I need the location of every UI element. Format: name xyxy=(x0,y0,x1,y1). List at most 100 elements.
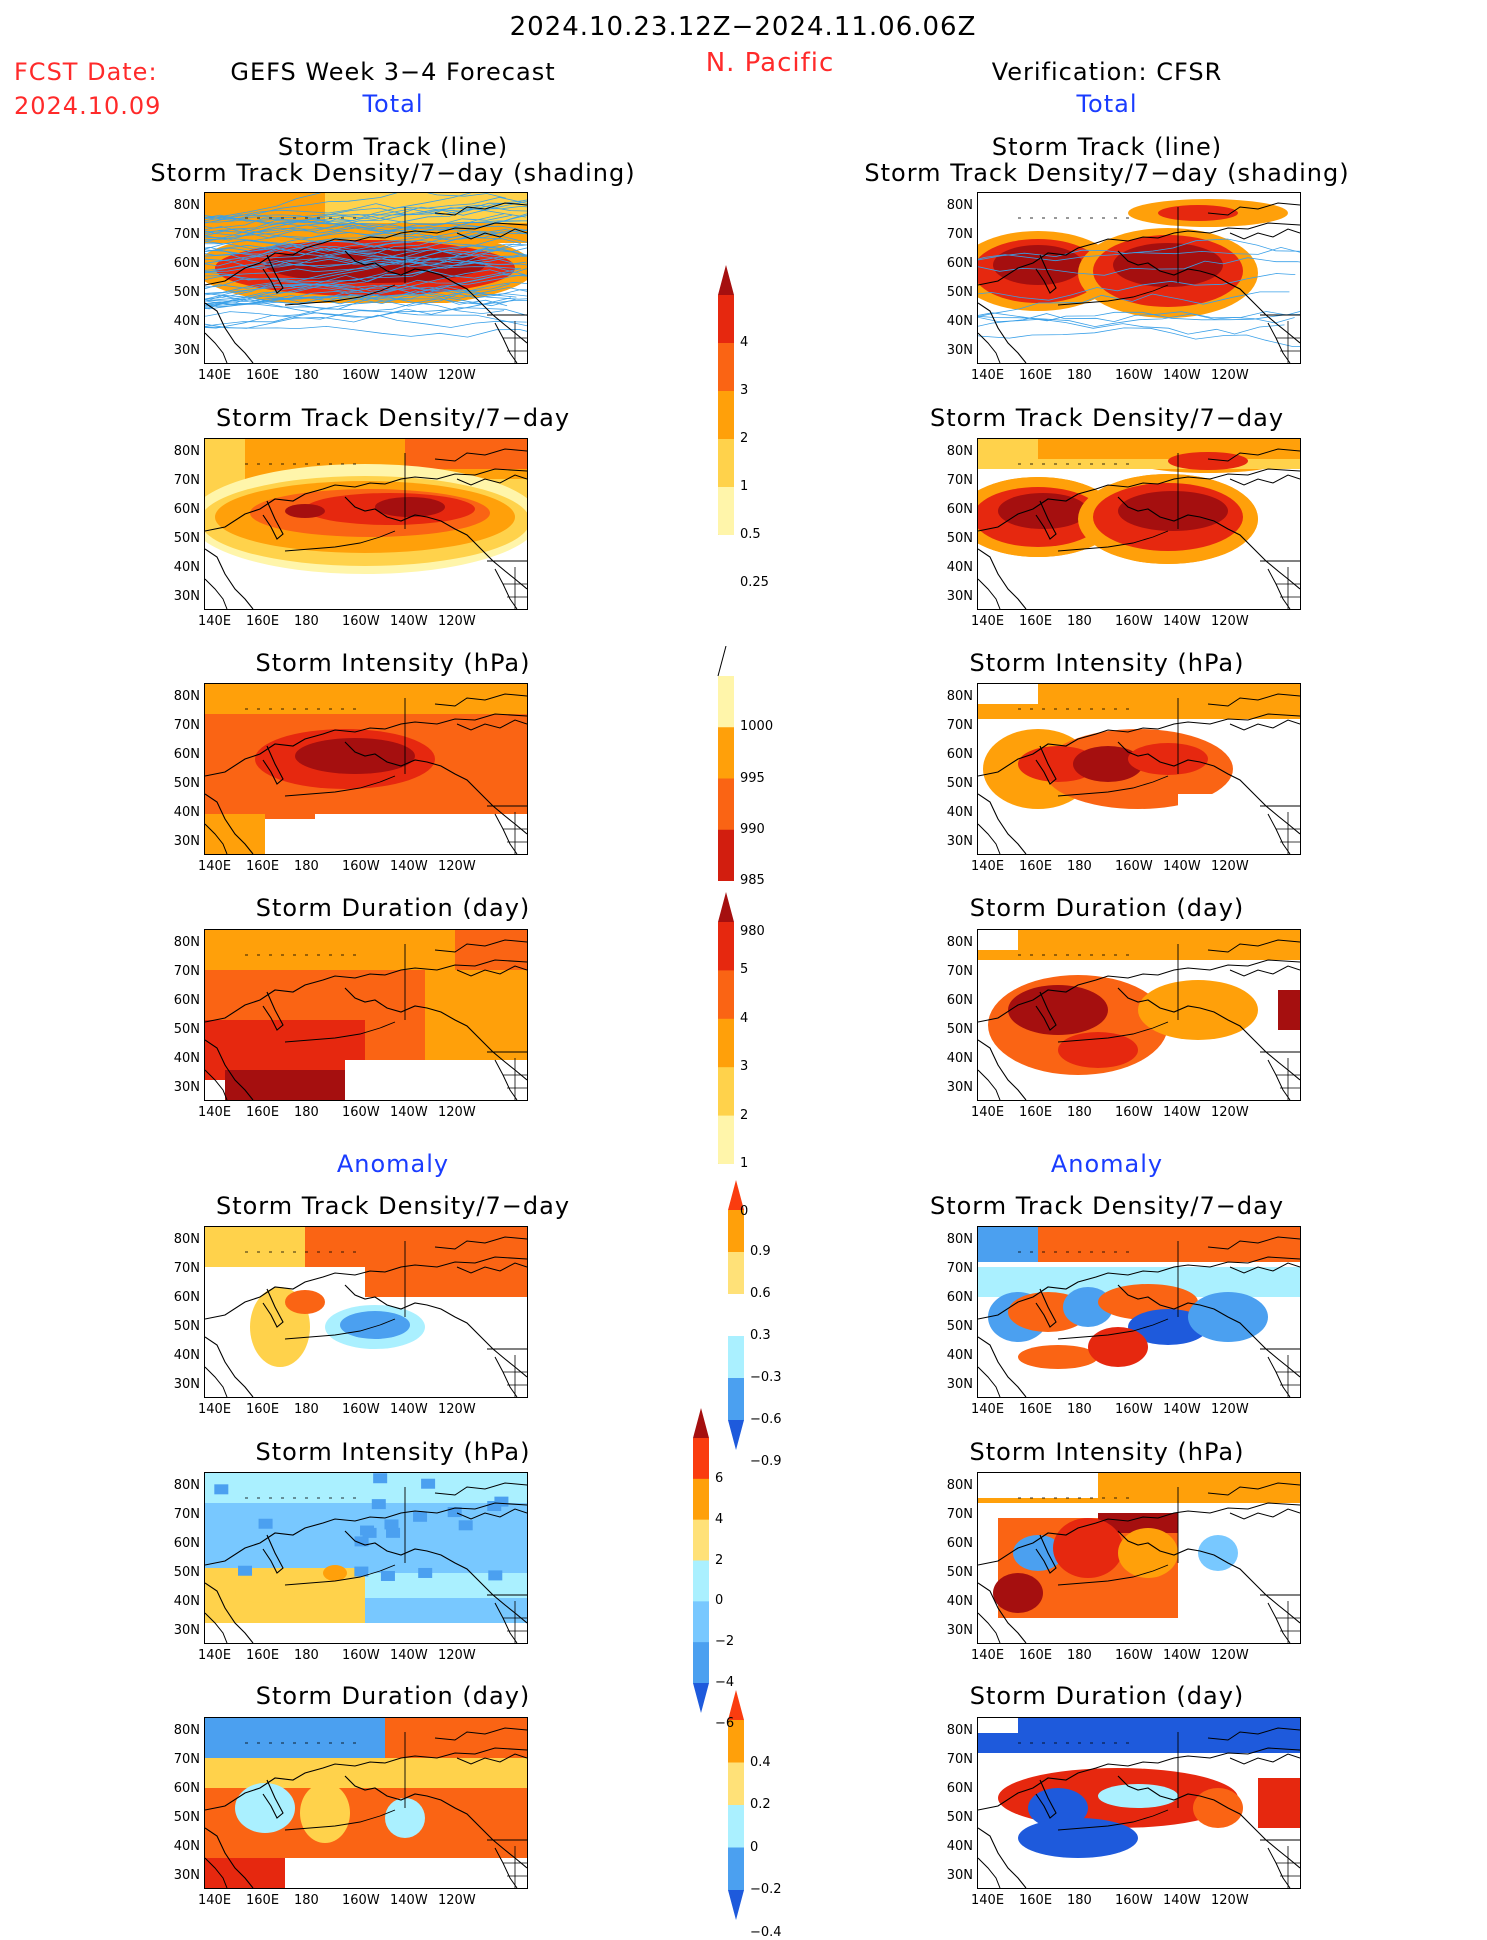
lon-tick-label: 140E xyxy=(198,368,232,383)
lon-tick-label: 120W xyxy=(1211,1893,1249,1908)
total-label-left: Total xyxy=(362,90,424,118)
lon-tick-label: 140W xyxy=(1163,1893,1201,1908)
lat-tick-label: 40N xyxy=(173,805,200,820)
map-track-density-forecast xyxy=(204,438,528,610)
lat-tick-label: 50N xyxy=(173,776,200,791)
lat-tick-label: 60N xyxy=(173,747,200,762)
lat-tick-label: 70N xyxy=(173,1752,200,1767)
lat-tick-label: 50N xyxy=(946,285,973,300)
lat-tick-label: 40N xyxy=(173,560,200,575)
map-field xyxy=(978,1718,1300,1888)
map-field xyxy=(205,1227,527,1397)
map-field xyxy=(205,1718,527,1888)
lon-tick-label: 120W xyxy=(438,859,476,874)
lon-tick-label: 180 xyxy=(294,1648,319,1663)
lon-tick-label: 120W xyxy=(438,1893,476,1908)
colorbar-intensity-anom xyxy=(693,1408,709,1713)
colorbar-label: −6 xyxy=(715,1715,735,1731)
lon-tick-label: 160E xyxy=(246,368,280,383)
lat-tick-label: 40N xyxy=(946,314,973,329)
lat-tick-label: 60N xyxy=(946,1290,973,1305)
map-field xyxy=(205,684,527,854)
lat-tick-label: 70N xyxy=(173,1507,200,1522)
lon-tick-label: 140W xyxy=(390,1402,428,1417)
map-field xyxy=(205,1473,527,1643)
map-field xyxy=(978,684,1300,854)
colorbar-label: 4 xyxy=(740,335,749,350)
lat-tick-label: 50N xyxy=(946,1022,973,1037)
colorbar-label: 0 xyxy=(750,1839,759,1855)
map-field xyxy=(978,193,1300,363)
colorbar-label: 995 xyxy=(740,770,765,786)
lat-tick-label: 70N xyxy=(946,473,973,488)
lon-tick-label: 140E xyxy=(198,1893,232,1908)
map-duration-verification xyxy=(977,929,1301,1101)
lat-tick-label: 70N xyxy=(173,718,200,733)
lat-tick-label: 50N xyxy=(946,1565,973,1580)
lat-tick-label: 60N xyxy=(173,502,200,517)
lat-tick-label: 50N xyxy=(173,285,200,300)
map-duration-forecast xyxy=(204,929,528,1101)
colorbar-label: 985 xyxy=(740,873,765,888)
colorbar-label: 0.6 xyxy=(750,1286,771,1301)
colorbar-label: 2 xyxy=(740,1107,749,1123)
lat-tick-label: 70N xyxy=(946,1507,973,1522)
anomaly-label-right: Anomaly xyxy=(1050,1150,1164,1178)
total-label-right: Total xyxy=(1076,90,1138,118)
lat-tick-label: 40N xyxy=(946,805,973,820)
title-track-density-right: Storm Track Density/7−day xyxy=(929,404,1285,432)
colorbar-label: 0 xyxy=(715,1593,724,1609)
colorbar-label: 980 xyxy=(740,924,765,940)
lon-tick-label: 160E xyxy=(1019,614,1053,629)
lat-tick-label: 50N xyxy=(173,1565,200,1580)
title-track-density-left: Storm Track Density/7−day xyxy=(215,404,571,432)
lon-tick-label: 180 xyxy=(1067,1893,1092,1908)
lon-tick-label: 180 xyxy=(1067,368,1092,383)
title-anom-duration-left: Storm Duration (day) xyxy=(255,1682,531,1710)
colorbar-duration-anom xyxy=(728,1690,744,1920)
lat-tick-label: 60N xyxy=(946,747,973,762)
colorbar-track-density-total xyxy=(718,265,734,535)
lon-tick-label: 160W xyxy=(1115,1893,1153,1908)
lat-tick-label: 30N xyxy=(173,343,200,358)
lon-tick-label: 120W xyxy=(438,614,476,629)
lat-tick-label: 60N xyxy=(173,1536,200,1551)
lat-tick-label: 80N xyxy=(173,1723,200,1738)
lon-tick-label: 180 xyxy=(1067,1402,1092,1417)
lat-tick-label: 80N xyxy=(946,1478,973,1493)
colorbar-label: −0.3 xyxy=(750,1370,782,1385)
lon-tick-label: 140E xyxy=(971,1402,1005,1417)
map-track-line-forecast xyxy=(204,192,528,364)
colorbar-label: 0 xyxy=(740,1204,749,1220)
colorbar-label: 2 xyxy=(740,431,749,446)
lon-tick-label: 140W xyxy=(390,1648,428,1663)
lon-tick-label: 140E xyxy=(971,614,1005,629)
lon-tick-label: 160E xyxy=(246,614,280,629)
lat-tick-label: 70N xyxy=(946,227,973,242)
title-track-line-right: Storm Track (line) xyxy=(991,133,1223,161)
colorbar-label: −0.2 xyxy=(750,1882,782,1897)
lon-tick-label: 180 xyxy=(294,1105,319,1120)
lat-tick-label: 80N xyxy=(173,444,200,459)
lon-tick-label: 160E xyxy=(1019,1105,1053,1120)
map-anom-duration-verification xyxy=(977,1717,1301,1889)
lon-tick-label: 140W xyxy=(1163,614,1201,629)
lat-tick-label: 60N xyxy=(173,993,200,1008)
lon-tick-label: 160W xyxy=(342,1402,380,1417)
colorbar-label: 0.2 xyxy=(750,1797,771,1812)
lat-tick-label: 40N xyxy=(946,1594,973,1609)
lon-tick-label: 180 xyxy=(1067,1105,1092,1120)
lat-tick-label: 30N xyxy=(173,589,200,604)
lon-tick-label: 160E xyxy=(1019,1893,1053,1908)
map-track-density-verification xyxy=(977,438,1301,610)
colorbar-label: −4 xyxy=(715,1675,735,1690)
lat-tick-label: 80N xyxy=(946,198,973,213)
lon-tick-label: 160E xyxy=(1019,1402,1053,1417)
colorbar-label: 0.25 xyxy=(740,575,769,590)
lon-tick-label: 160E xyxy=(1019,859,1053,874)
map-field xyxy=(205,930,527,1100)
lon-tick-label: 120W xyxy=(438,1402,476,1417)
lon-tick-label: 180 xyxy=(294,859,319,874)
map-anom-intensity-verification xyxy=(977,1472,1301,1644)
lat-tick-label: 60N xyxy=(173,1290,200,1305)
